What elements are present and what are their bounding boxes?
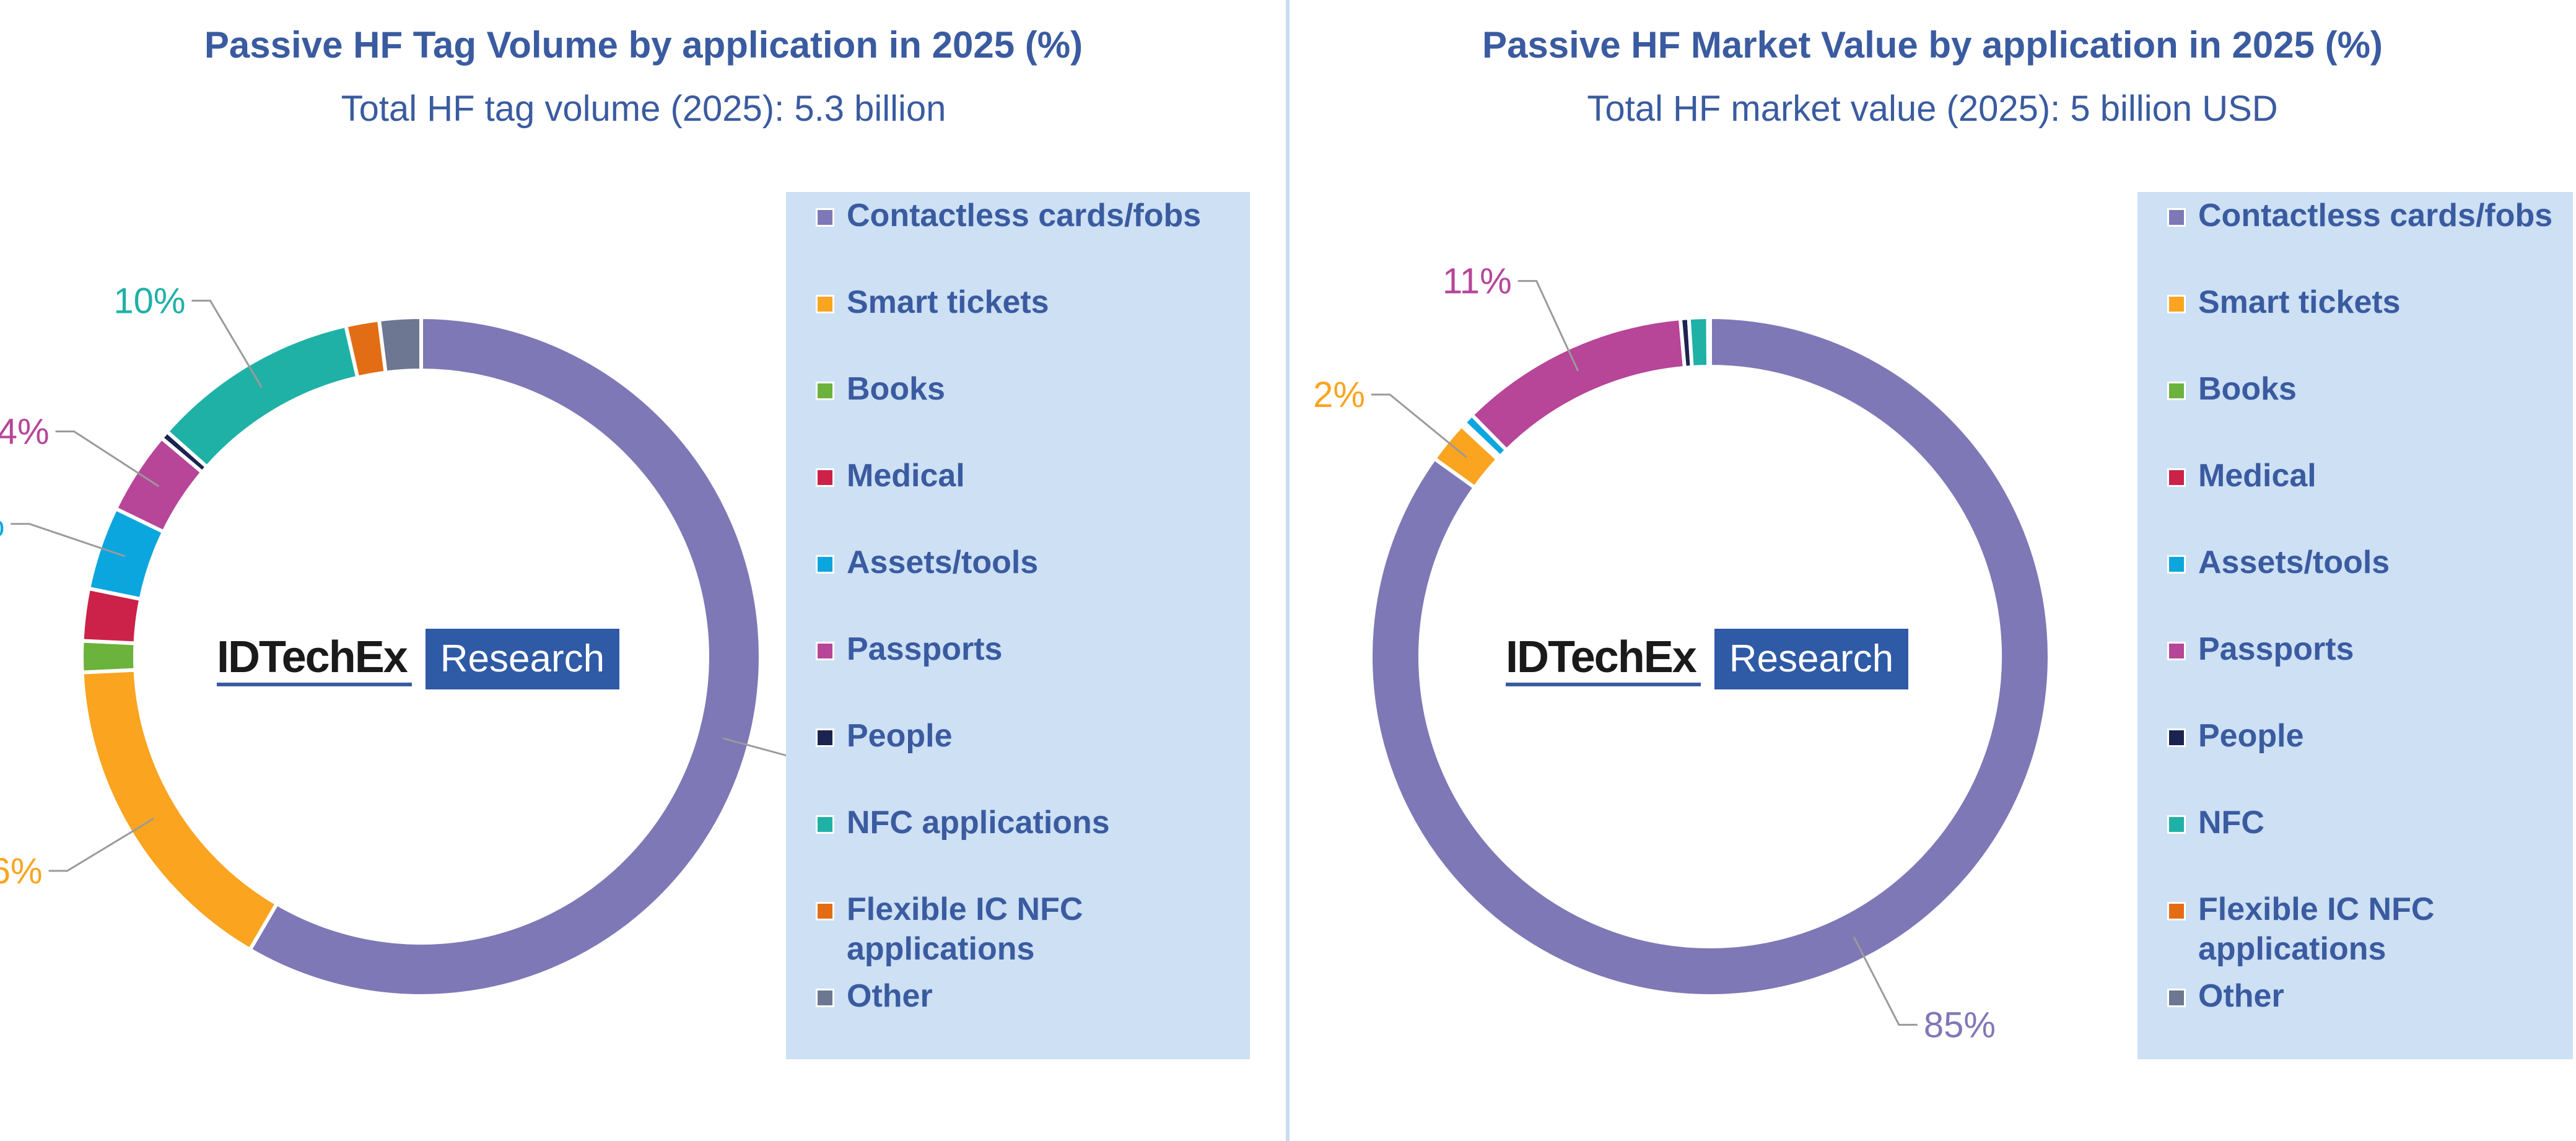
data-label: 16%	[0, 851, 43, 891]
legend-item-contactless-cards-fobs: Contactless cards/fobs	[816, 196, 1225, 235]
leader-line	[1517, 280, 1579, 372]
legend-label: People	[2198, 718, 2304, 754]
legend-swatch	[2167, 642, 2186, 660]
legend-label: Medical	[847, 458, 965, 494]
legend-item-books: Books	[2167, 369, 2576, 409]
legend-swatch	[2167, 468, 2186, 487]
legend-label: Books	[847, 371, 945, 407]
leader-line	[11, 523, 126, 557]
chart-subtitle: Total HF market value (2025): 5 billion …	[1587, 89, 2278, 129]
legend-swatch	[2167, 555, 2186, 574]
legend-label: NFC	[2198, 805, 2264, 841]
chart-legend: Contactless cards/fobs Smart tickets Books…	[2137, 192, 2573, 1059]
donut-slice-other	[1707, 315, 1712, 369]
legend-item-smart-tickets: Smart tickets	[2167, 282, 2576, 322]
legend-item-flexible-ic-nfc-applications: Flexible IC NFC applications	[816, 890, 1225, 969]
donut-slice-contactless-cards-fobs	[1369, 315, 2051, 998]
data-label: 2%	[1313, 375, 1365, 415]
legend-label: Assets/tools	[847, 544, 1039, 580]
donut-slice-other	[377, 315, 423, 375]
legend-swatch	[2167, 815, 2186, 834]
legend-label: Contactless cards/fobs	[2198, 198, 2553, 234]
legend-item-passports: Passports	[2167, 629, 2576, 669]
legend-item-other: Other	[2167, 976, 2576, 1016]
legend-item-smart-tickets: Smart tickets	[816, 282, 1225, 322]
donut-slice-contactless-cards-fobs	[247, 315, 762, 998]
legend-item-books: Books	[816, 369, 1225, 409]
legend-label: People	[847, 718, 953, 754]
legend-item-nfc: NFC	[2167, 803, 2576, 842]
legend-swatch	[816, 989, 834, 1007]
legend-swatch	[816, 382, 834, 400]
legend-swatch	[2167, 208, 2186, 227]
legend-label: Passports	[847, 631, 1003, 667]
chart-panel-tag-volume: Passive HF Tag Volume by application in …	[0, 0, 1287, 1141]
data-label: 10%	[113, 281, 185, 321]
legend-label: NFC applications	[847, 805, 1110, 841]
legend-label: Medical	[2198, 458, 2316, 494]
logo-brand: IDTechEx	[1506, 632, 1701, 686]
legend-item-flexible-ic-nfc-applications: Flexible IC NFC applications	[2167, 890, 2576, 969]
legend-label: Other	[847, 978, 933, 1014]
leader-line	[1853, 936, 1918, 1026]
legend-item-assets-tools: Assets/tools	[2167, 543, 2576, 582]
legend-label: Assets/tools	[2198, 544, 2390, 580]
idtechex-logo: IDTechEx Research	[1506, 628, 1909, 690]
legend-item-nfc-applications: NFC applications	[816, 803, 1225, 842]
chart-title: Passive HF Market Value by application i…	[1482, 24, 2383, 66]
legend-label: Other	[2198, 978, 2284, 1014]
legend-swatch	[816, 728, 834, 747]
donut-slice-books	[79, 639, 138, 675]
chart-title: Passive HF Tag Volume by application in …	[204, 24, 1083, 66]
data-label: 11%	[1443, 261, 1512, 302]
donut-slice-nfc-applications	[164, 323, 360, 470]
logo-research-tag: Research	[1714, 629, 1909, 689]
chart-panel-market-value: Passive HF Market Value by application i…	[1289, 0, 2576, 1141]
leader-line	[48, 818, 154, 872]
legend-item-people: People	[2167, 716, 2576, 756]
legend-swatch	[816, 468, 834, 487]
legend-item-people: People	[816, 716, 1225, 756]
data-label: 85%	[1924, 1005, 1996, 1045]
legend-item-other: Other	[816, 976, 1225, 1016]
leader-line	[191, 299, 263, 388]
legend-label: Smart tickets	[847, 284, 1049, 320]
legend-swatch	[2167, 295, 2186, 313]
panel-divider	[1286, 0, 1290, 1141]
legend-label: Smart tickets	[2198, 284, 2401, 320]
data-label: 4%	[0, 411, 50, 452]
donut-slice-passports	[1469, 316, 1687, 453]
legend-item-medical: Medical	[816, 456, 1225, 496]
donut-slice-smart-tickets	[80, 668, 280, 953]
leader-line	[1371, 393, 1467, 458]
legend-label: Books	[2198, 371, 2297, 407]
leader-line	[55, 430, 160, 487]
chart-subtitle: Total HF tag volume (2025): 5.3 billion	[341, 89, 946, 129]
chart-legend: Contactless cards/fobs Smart tickets Books…	[786, 192, 1250, 1059]
legend-item-medical: Medical	[2167, 456, 2576, 496]
legend-swatch	[2167, 382, 2186, 400]
donut-chart: 85% 2% 11%	[1313, 261, 2051, 1045]
legend-item-passports: Passports	[816, 629, 1225, 669]
legend-swatch	[816, 902, 834, 920]
legend-label: Flexible IC NFC applications	[847, 891, 1083, 967]
idtechex-logo: IDTechEx Research	[217, 628, 620, 690]
logo-brand: IDTechEx	[217, 632, 412, 686]
data-label: 4%	[0, 504, 4, 544]
legend-swatch	[2167, 902, 2186, 920]
legend-label: Passports	[2198, 631, 2354, 667]
logo-research-tag: Research	[425, 629, 620, 689]
legend-swatch	[816, 555, 834, 574]
legend-swatch	[816, 295, 834, 313]
legend-swatch	[2167, 989, 2186, 1007]
legend-label: Contactless cards/fobs	[847, 198, 1202, 234]
legend-swatch	[816, 642, 834, 660]
donut-slice-nfc	[1687, 315, 1711, 370]
legend-swatch	[816, 208, 834, 227]
legend-item-assets-tools: Assets/tools	[816, 543, 1225, 582]
legend-label: Flexible IC NFC applications	[2198, 891, 2435, 967]
legend-swatch	[2167, 728, 2186, 747]
legend-item-contactless-cards-fobs: Contactless cards/fobs	[2167, 196, 2576, 235]
legend-swatch	[816, 815, 834, 834]
